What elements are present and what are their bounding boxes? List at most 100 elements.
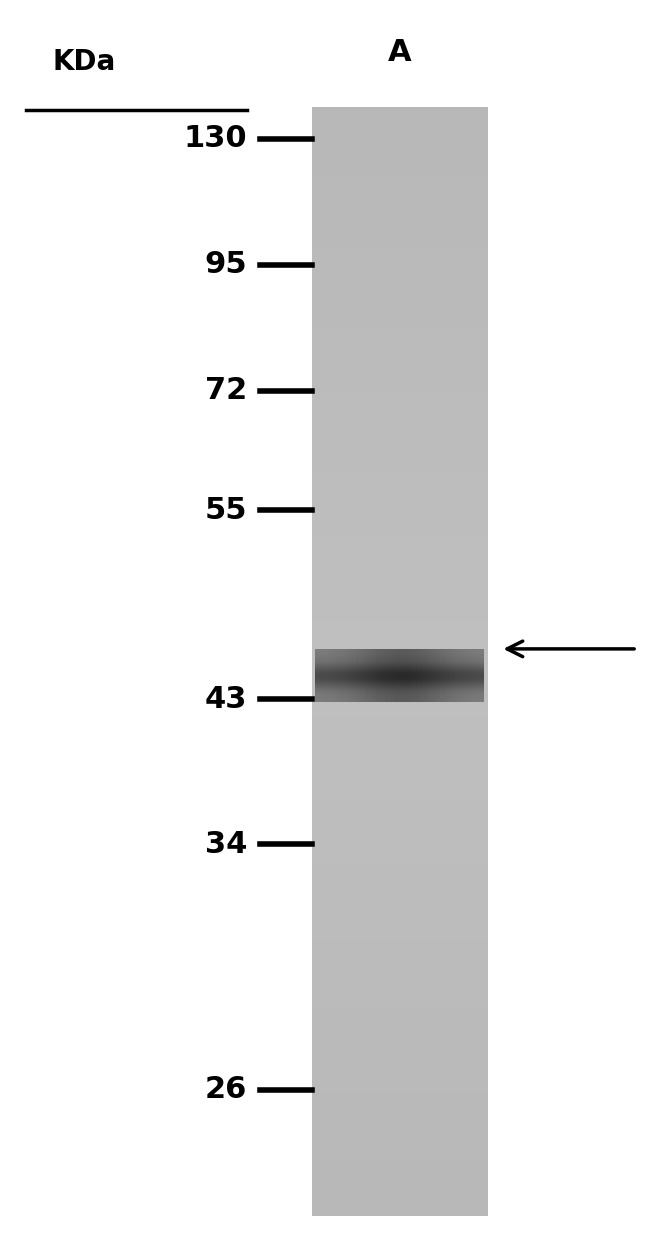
Bar [312,1188,488,1202]
Bar [393,649,396,702]
Bar [312,343,488,357]
Bar [383,649,386,702]
Bar [312,675,488,689]
Bar [312,163,488,176]
Bar [312,828,488,842]
Bar [312,301,488,315]
Bar [312,204,488,218]
Text: 95: 95 [204,249,247,280]
Text: 130: 130 [183,123,247,154]
Bar [312,260,488,273]
Bar [380,649,383,702]
Text: 72: 72 [205,375,247,406]
Bar [427,649,430,702]
Bar [461,649,464,702]
Bar [457,649,461,702]
Bar [312,1174,488,1188]
Bar [440,649,444,702]
Bar [386,649,389,702]
Bar [312,384,488,398]
Bar [406,649,410,702]
Bar [312,634,488,648]
Text: 26: 26 [205,1075,247,1105]
Text: 43: 43 [205,684,247,714]
Bar [312,370,488,384]
Bar [346,649,349,702]
Bar [312,176,488,190]
Text: 55: 55 [205,495,247,525]
Bar [423,649,427,702]
Bar [312,689,488,703]
Bar [376,649,380,702]
Bar [312,786,488,800]
Bar [312,966,488,980]
Bar [312,745,488,759]
Bar [312,564,488,578]
Bar [312,731,488,745]
Bar [312,911,488,925]
Bar [312,1036,488,1050]
Bar [417,649,420,702]
Bar [312,772,488,786]
Bar [312,703,488,717]
Bar [312,135,488,149]
Bar [312,246,488,260]
Bar [315,649,318,702]
Bar [312,648,488,662]
Bar [478,649,481,702]
Bar [312,980,488,994]
Bar [332,649,335,702]
Bar [312,883,488,897]
Bar [420,649,423,702]
Bar [312,1105,488,1119]
Bar [322,649,326,702]
Bar [413,649,417,702]
Bar [312,662,488,675]
Bar [312,315,488,329]
Bar [312,759,488,772]
Bar [312,481,488,495]
Bar [343,649,346,702]
Bar [312,537,488,551]
Bar [454,649,457,702]
Bar [312,1160,488,1174]
Bar [312,1077,488,1091]
Bar [312,897,488,911]
Bar [434,649,437,702]
Text: KDa: KDa [53,48,116,76]
Bar [312,509,488,523]
Bar [312,1202,488,1216]
Bar [312,273,488,287]
Bar [312,190,488,204]
Bar [312,551,488,564]
Bar [366,649,369,702]
Bar [447,649,450,702]
Text: 34: 34 [205,829,247,859]
Bar [312,454,488,467]
Bar [430,649,434,702]
Bar [329,649,332,702]
Bar [312,440,488,454]
Bar [312,495,488,509]
Bar [312,232,488,246]
Bar [481,649,484,702]
Bar [312,1091,488,1105]
Bar [318,649,322,702]
Bar [312,523,488,537]
Bar [339,649,343,702]
Bar [326,649,329,702]
Bar [464,649,467,702]
Bar [312,606,488,620]
Bar [312,1022,488,1036]
Bar [312,149,488,163]
Bar [312,1133,488,1147]
Bar [359,649,363,702]
Bar [396,649,400,702]
Bar [312,953,488,966]
Bar [312,1119,488,1133]
Bar [474,649,478,702]
Bar [312,717,488,731]
Bar [312,107,488,1216]
Bar [444,649,447,702]
Bar [369,649,372,702]
